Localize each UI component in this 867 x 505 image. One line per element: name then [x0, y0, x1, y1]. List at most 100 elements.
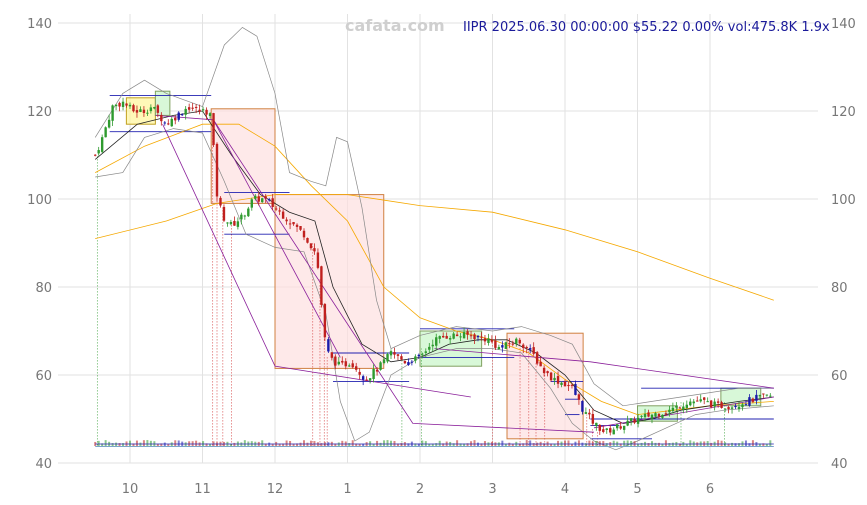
candle-body — [765, 394, 769, 396]
candle-body — [285, 219, 288, 222]
candle-body — [226, 222, 229, 224]
indicator-line — [593, 396, 774, 429]
volume-bar — [362, 443, 365, 446]
x-tick-label: 2 — [416, 482, 424, 497]
volume-bar — [167, 443, 170, 446]
candle-body — [215, 143, 219, 197]
volume-bar — [209, 443, 212, 446]
candle-body — [100, 137, 104, 152]
candle-body — [504, 342, 508, 349]
volume-strip — [94, 440, 774, 447]
candle-body — [344, 361, 347, 367]
candle-body — [560, 382, 563, 385]
candle-body — [250, 199, 253, 208]
candle-body — [595, 422, 598, 426]
volume-bar — [129, 440, 131, 446]
candle-body — [703, 397, 706, 400]
candle-body — [654, 413, 657, 417]
volume-bar — [765, 443, 768, 446]
volume-bar — [309, 440, 312, 446]
candle-body — [323, 304, 327, 338]
candle-body — [181, 114, 184, 116]
candle-body — [762, 393, 765, 395]
candle-body — [142, 109, 146, 114]
volume-bar — [668, 443, 671, 446]
candle-body — [278, 210, 281, 212]
x-tick-label: 12 — [267, 482, 284, 497]
x-tick-label: 6 — [706, 482, 714, 497]
candle-body — [535, 352, 539, 364]
volume-bar — [177, 440, 180, 446]
candle-body — [647, 412, 650, 417]
candle-body — [201, 109, 205, 111]
candle-body — [177, 112, 180, 120]
candle-body — [584, 412, 588, 414]
candle-body — [469, 335, 473, 337]
candle-body — [229, 221, 233, 225]
candle-body — [299, 226, 302, 230]
candle-body — [473, 334, 476, 340]
volume-bar — [424, 441, 427, 446]
candle-body — [396, 354, 400, 356]
candle-body — [146, 112, 149, 114]
candle-body — [271, 198, 274, 208]
volume-bar — [372, 443, 375, 446]
candle-body — [730, 407, 734, 409]
volume-bar — [612, 440, 615, 446]
candle-body — [233, 220, 236, 226]
volume-bar — [160, 443, 163, 446]
candle-body — [490, 339, 494, 342]
volume-bar — [282, 443, 285, 446]
candle-body — [243, 215, 247, 217]
candle-body — [682, 406, 685, 410]
candle-body — [529, 348, 532, 350]
volume-bar — [393, 441, 396, 446]
candle-body — [720, 402, 723, 408]
volume-bar — [383, 440, 386, 446]
candle-body — [365, 379, 368, 381]
candle-body — [320, 266, 323, 305]
volume-bar — [630, 440, 633, 446]
candle-body — [553, 377, 556, 381]
candle-body — [107, 119, 111, 128]
volume-bar — [466, 443, 469, 446]
volume-bar — [640, 442, 643, 446]
candle-body — [455, 334, 459, 337]
candle-body — [501, 345, 504, 348]
candle-body — [602, 429, 605, 432]
y-tick-label: 100 — [831, 193, 856, 208]
candle-body — [448, 338, 452, 340]
volume-bar — [689, 440, 692, 446]
volume-bar — [428, 443, 431, 446]
volume-bar — [664, 440, 667, 446]
volume-bar — [738, 443, 740, 446]
volume-bar — [358, 443, 361, 446]
volume-bar — [511, 443, 514, 446]
volume-bar — [758, 443, 761, 446]
candle-body — [605, 428, 608, 430]
volume-bar — [577, 440, 580, 446]
volume-bar — [564, 440, 566, 446]
volume-bar — [623, 440, 626, 446]
candle-body — [163, 122, 166, 124]
volume-bar — [271, 443, 274, 446]
volume-bar — [195, 440, 198, 446]
volume-bar — [678, 443, 681, 446]
candle-body — [187, 107, 191, 110]
candle-body — [292, 222, 295, 225]
volume-bar — [501, 440, 504, 446]
volume-bar — [744, 440, 747, 446]
candle-body — [295, 224, 299, 227]
indicator-line — [434, 348, 774, 389]
candle-body — [549, 372, 553, 381]
y-tick-label: 40 — [35, 457, 52, 472]
volume-bar — [142, 440, 145, 446]
volume-bar — [720, 440, 723, 446]
volume-bar — [278, 443, 281, 446]
candle-body — [643, 413, 647, 418]
candle-body — [135, 110, 139, 113]
candle-body — [487, 338, 490, 343]
volume-bar — [386, 440, 389, 446]
candle-body — [462, 332, 466, 339]
indicator-line — [95, 194, 774, 301]
